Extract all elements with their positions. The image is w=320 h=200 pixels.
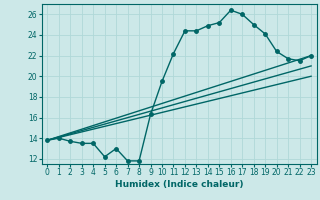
X-axis label: Humidex (Indice chaleur): Humidex (Indice chaleur) [115, 180, 244, 189]
